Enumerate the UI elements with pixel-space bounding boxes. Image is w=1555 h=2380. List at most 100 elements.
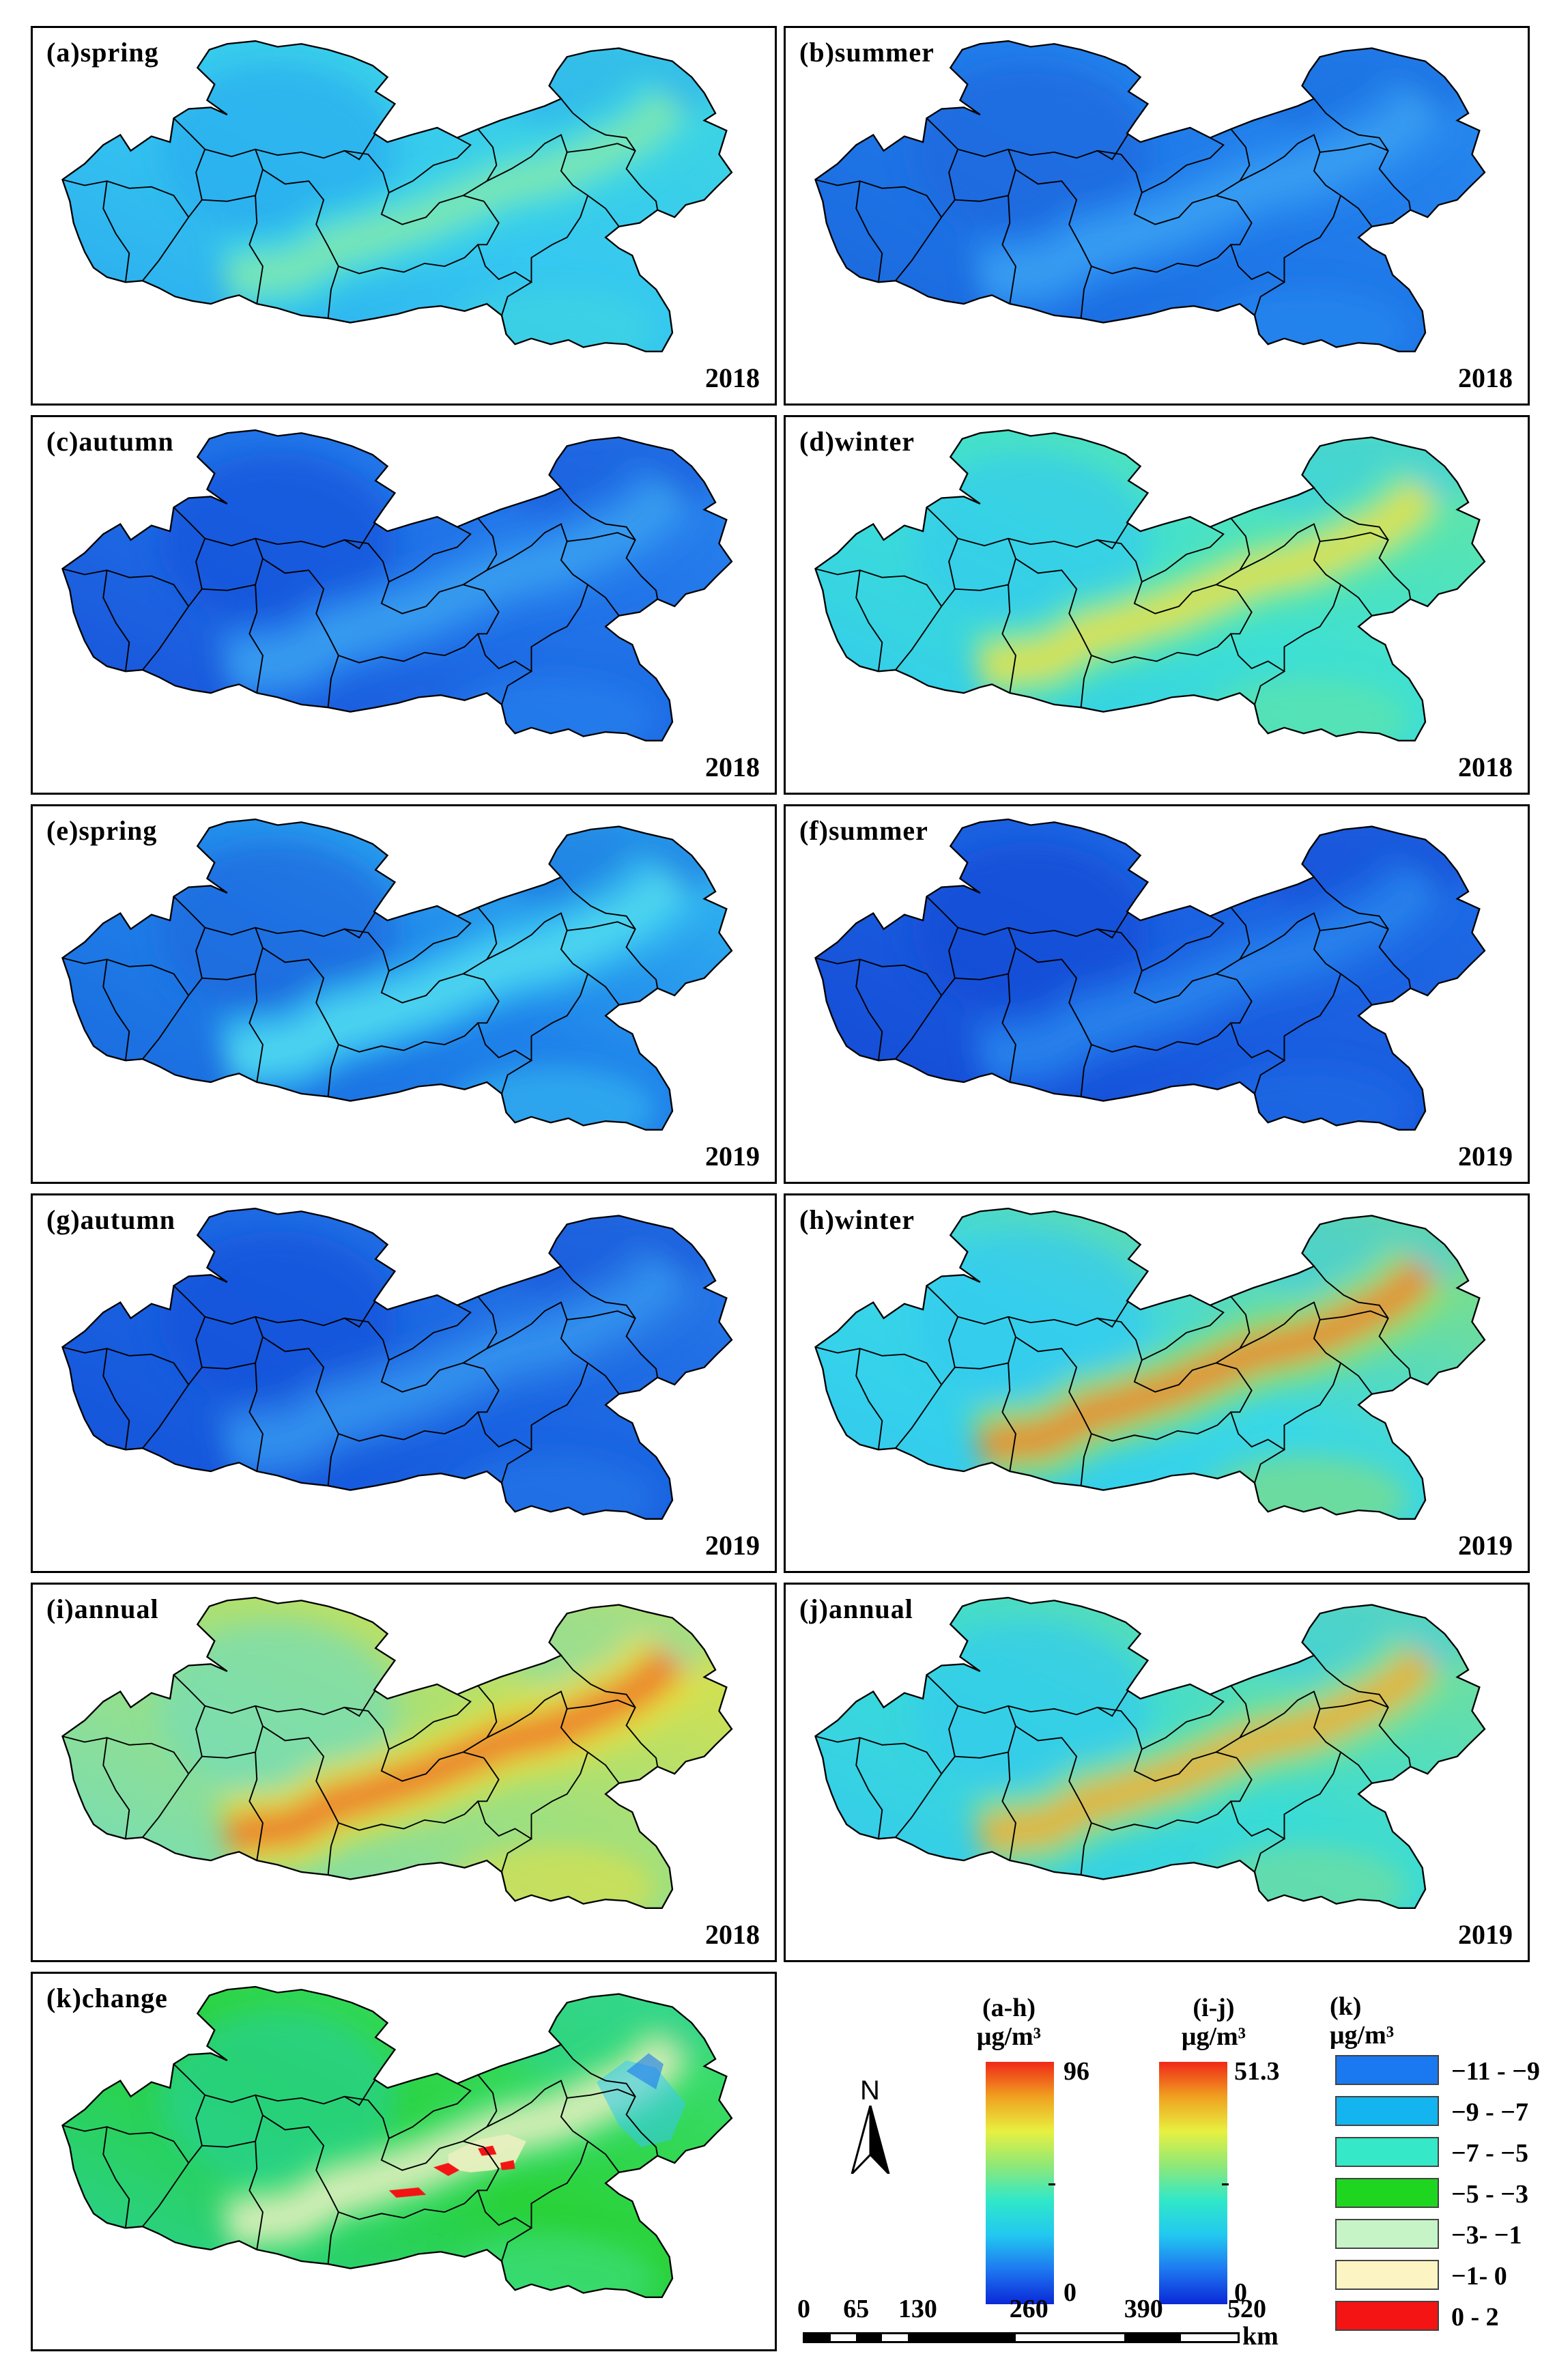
district-boundary	[1313, 487, 1412, 599]
district-boundary	[462, 1301, 588, 1364]
scale-tick-label: 260	[1009, 2295, 1048, 2323]
map-panel-h: (h)winter 2019	[784, 1193, 1530, 1573]
district-boundary	[926, 117, 1130, 160]
district-boundary	[344, 150, 485, 225]
legend-k-swatch	[1335, 2219, 1439, 2249]
map-svg	[814, 1596, 1486, 1910]
district-boundary	[1001, 195, 1016, 304]
legend-k-class: 0 - 2	[1335, 2301, 1555, 2332]
district-boundary	[201, 2115, 263, 2148]
district-boundary	[1319, 1699, 1389, 1710]
district-boundary	[1008, 1705, 1092, 1875]
district-boundary	[1008, 927, 1092, 1097]
district-boundary	[476, 2147, 533, 2262]
legend-k-swatch	[1335, 2055, 1439, 2085]
district-boundary	[1141, 526, 1225, 583]
map-panel-j: (j)annual 2019	[784, 1583, 1530, 1962]
district-boundary	[1313, 1655, 1412, 1767]
district-boundary	[895, 149, 959, 281]
district-boundary	[1215, 1301, 1341, 1364]
district-boundary	[926, 507, 1130, 550]
panel-label: (i)annual	[46, 1593, 159, 1624]
scale-tick-label: 520	[1227, 2295, 1266, 2323]
district-boundary	[587, 1362, 620, 1395]
district-boundary	[1230, 907, 1251, 960]
district-boundary	[344, 928, 485, 1004]
district-boundary	[567, 532, 636, 542]
district-boundary	[855, 1348, 883, 1450]
district-boundary	[530, 1752, 589, 1839]
district-boundary	[388, 137, 472, 194]
district-boundary	[1313, 98, 1412, 210]
district-boundary	[388, 526, 472, 583]
district-boundary	[388, 915, 472, 972]
district-boundary	[1141, 1304, 1225, 1361]
district-boundary	[248, 1363, 263, 1472]
district-boundary	[815, 1736, 943, 1774]
district-boundary	[1091, 1800, 1231, 1831]
legend-ij-title: (i-j) μg/m³	[1166, 1994, 1261, 2051]
district-boundary	[255, 538, 339, 708]
colorbar-ah	[986, 2062, 1055, 2304]
district-boundary	[477, 1685, 498, 1738]
district-boundary	[201, 1726, 263, 1759]
panel-label: (g)autumn	[46, 1204, 176, 1235]
district-boundary	[1091, 633, 1231, 664]
district-boundary	[201, 1337, 263, 1370]
district-boundary	[255, 2095, 339, 2265]
district-boundary	[1319, 921, 1389, 931]
legend-k-title-unit: μg/m³	[1330, 2021, 1395, 2050]
district-boundary	[1230, 518, 1251, 571]
district-boundary	[102, 570, 130, 672]
scale-segment	[1180, 2334, 1238, 2341]
district-boundary	[248, 2141, 263, 2250]
district-boundary	[560, 1266, 659, 1378]
district-boundary	[567, 1699, 636, 1710]
map-svg	[61, 1596, 733, 1910]
district-boundary	[530, 2141, 589, 2228]
district-boundary	[344, 539, 485, 614]
district-boundary	[1091, 244, 1231, 274]
district-boundary	[255, 927, 339, 1097]
map-panel-c: (c)autumn 2018	[31, 415, 777, 795]
legend-k-class: −1- 0	[1335, 2260, 1555, 2291]
district-boundary	[462, 2080, 588, 2142]
district-boundary	[954, 558, 1016, 591]
district-boundary	[62, 1736, 190, 1774]
district-boundary	[1313, 877, 1412, 989]
map-svg	[61, 818, 733, 1131]
district-boundary	[815, 957, 943, 996]
district-boundary	[1230, 128, 1251, 182]
district-boundary	[338, 244, 479, 274]
district-boundary	[815, 179, 943, 218]
legend-k-label: 0 - 2	[1451, 2303, 1499, 2332]
district-boundary	[1319, 143, 1389, 153]
district-boundary	[895, 1705, 959, 1838]
scale-segment	[1124, 2334, 1181, 2341]
district-boundary	[1340, 195, 1373, 227]
panel-label: (j)annual	[799, 1593, 913, 1624]
district-boundary	[1283, 974, 1342, 1061]
colorbar-ah-max: 96	[1064, 2057, 1089, 2086]
district-boundary	[1230, 1685, 1251, 1738]
district-boundary	[1008, 538, 1092, 708]
district-boundary	[1283, 584, 1342, 672]
legend-k-class: −9 - −7	[1335, 2096, 1555, 2127]
district-boundary	[560, 487, 659, 599]
map-panel-a: (a)spring 2018	[31, 26, 777, 406]
panel-label: (a)spring	[46, 37, 159, 68]
district-boundary	[1319, 532, 1389, 542]
map-panel-f: (f)summer 2019	[784, 804, 1530, 1184]
district-boundary	[1001, 974, 1016, 1083]
district-boundary	[477, 1296, 498, 1349]
district-boundary	[587, 195, 620, 227]
district-boundary	[1229, 1368, 1286, 1484]
panel-label: (d)winter	[799, 426, 915, 457]
legend-k-title-line1: (k)	[1330, 1992, 1362, 2021]
map-panel-k: (k)change	[31, 1972, 777, 2351]
scale-segment	[856, 2334, 882, 2341]
scale-segment	[805, 2334, 831, 2341]
district-boundary	[476, 1757, 533, 1873]
district-boundary	[587, 973, 620, 1006]
panel-year: 2018	[705, 363, 760, 393]
